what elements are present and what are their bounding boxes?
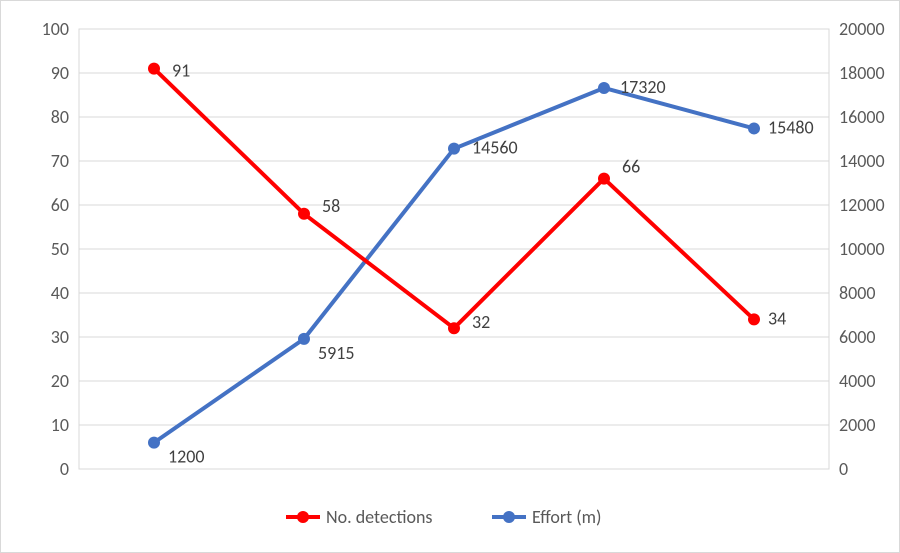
effort-marker <box>298 333 310 345</box>
y-right-tick-label: 12000 <box>839 194 885 216</box>
detections-marker <box>298 208 310 220</box>
detections-data-label: 32 <box>472 311 490 333</box>
y-left-tick-label: 50 <box>51 238 69 260</box>
detections-marker <box>748 313 760 325</box>
effort-line <box>154 88 754 443</box>
effort-data-label: 14560 <box>472 137 518 159</box>
chart-container: 0 10 20 30 40 50 60 70 80 90 100 0 2000 4000 6000 8000 1… <box>0 0 900 553</box>
y-right-tick-label: 16000 <box>839 106 885 128</box>
effort-marker <box>448 143 460 155</box>
y-right-tick-label: 10000 <box>839 238 885 260</box>
y-right-tick-label: 6000 <box>839 326 876 348</box>
y-right-tick-label: 0 <box>839 458 848 480</box>
y-right-tick-label: 18000 <box>839 62 885 84</box>
y-left-tick-label: 80 <box>51 106 69 128</box>
y-left-tick-label: 70 <box>51 150 69 172</box>
dual-axis-line-chart: 0 10 20 30 40 50 60 70 80 90 100 0 2000 4000 6000 8000 1… <box>9 9 893 546</box>
effort-marker <box>598 82 610 94</box>
detections-marker <box>148 63 160 75</box>
detections-data-label: 66 <box>622 156 640 178</box>
y-left-tick-label: 0 <box>60 458 69 480</box>
chart-frame: 0 10 20 30 40 50 60 70 80 90 100 0 2000 4000 6000 8000 1… <box>9 9 891 544</box>
y-left-tick-label: 10 <box>51 414 69 436</box>
y-right-tick-label: 8000 <box>839 282 876 304</box>
detections-marker <box>598 173 610 185</box>
effort-data-label: 17320 <box>620 76 666 98</box>
y-left-tick-label: 30 <box>51 326 69 348</box>
detections-data-label: 58 <box>322 195 340 217</box>
y-left-tick-label: 100 <box>42 18 69 40</box>
y-left-tick-label: 90 <box>51 62 69 84</box>
y-right-tick-label: 20000 <box>839 18 885 40</box>
effort-marker <box>748 122 760 134</box>
y-left-tick-label: 20 <box>51 370 69 392</box>
detections-marker <box>448 322 460 334</box>
y-left-tick-label: 60 <box>51 194 69 216</box>
legend-label: No. detections <box>326 506 432 528</box>
effort-data-label: 15480 <box>768 116 814 138</box>
effort-data-label: 1200 <box>168 446 205 468</box>
legend-swatch-marker <box>503 511 515 523</box>
detections-line <box>154 69 754 329</box>
legend-swatch-marker <box>297 511 309 523</box>
y-left-tick-label: 40 <box>51 282 69 304</box>
legend-label: Effort (m) <box>532 506 602 528</box>
detections-data-label: 91 <box>172 60 190 82</box>
effort-marker <box>148 437 160 449</box>
y-right-tick-label: 14000 <box>839 150 885 172</box>
detections-data-label: 34 <box>768 307 786 329</box>
y-right-tick-label: 2000 <box>839 414 876 436</box>
y-right-tick-label: 4000 <box>839 370 876 392</box>
effort-data-label: 5915 <box>318 342 355 364</box>
